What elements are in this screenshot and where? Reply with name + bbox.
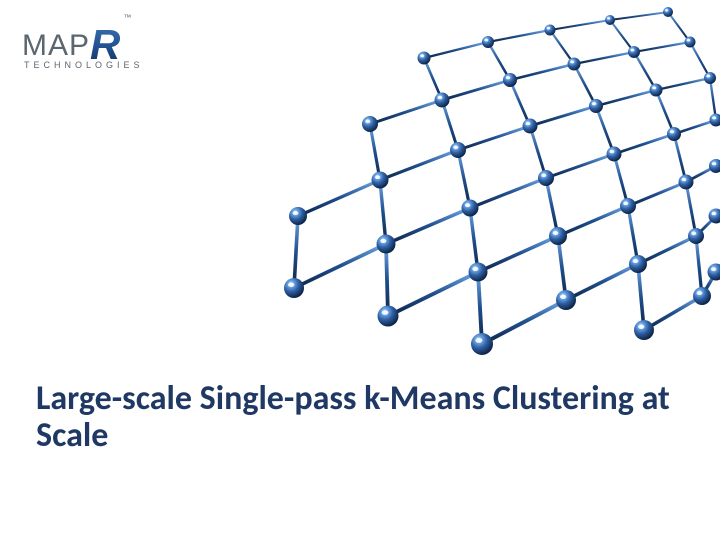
lattice-node bbox=[482, 36, 494, 48]
lattice-node bbox=[545, 25, 556, 36]
lattice-node bbox=[503, 73, 517, 87]
lattice-node bbox=[523, 119, 538, 134]
slide: MAPR™ TECHNOLOGIES Large-scale Single-pa… bbox=[0, 0, 720, 540]
lattice-node bbox=[708, 264, 720, 281]
logo-subtitle: TECHNOLOGIES bbox=[22, 60, 144, 70]
lattice-node bbox=[710, 114, 720, 127]
lattice-node bbox=[284, 278, 304, 298]
lattice-node bbox=[685, 37, 696, 48]
lattice-node bbox=[704, 72, 716, 84]
hex-lattice-graphic bbox=[180, 0, 720, 360]
lattice-node bbox=[650, 84, 663, 97]
lattice-node bbox=[556, 290, 576, 310]
lattice-node bbox=[589, 99, 603, 113]
lattice-node bbox=[289, 207, 307, 225]
lattice-node bbox=[469, 263, 488, 282]
lattice-node bbox=[435, 93, 450, 108]
logo-text-r: R bbox=[90, 24, 121, 66]
lattice-node bbox=[462, 200, 479, 217]
lattice-node bbox=[362, 116, 378, 132]
lattice-node bbox=[378, 306, 399, 327]
lattice-node bbox=[471, 333, 493, 355]
lattice-node bbox=[628, 46, 640, 58]
lattice-node bbox=[372, 172, 389, 189]
lattice-node bbox=[679, 175, 694, 190]
lattice-node bbox=[450, 142, 466, 158]
lattice-node bbox=[605, 15, 615, 25]
lattice-node bbox=[620, 198, 636, 214]
lattice-node bbox=[538, 170, 554, 186]
mapr-logo: MAPR™ TECHNOLOGIES bbox=[22, 20, 144, 70]
logo-wordmark: MAPR™ bbox=[22, 20, 144, 62]
slide-title: Large-scale Single-pass k-Means Clusteri… bbox=[36, 380, 684, 455]
logo-text-map: MAP bbox=[22, 29, 90, 62]
lattice-node bbox=[549, 227, 567, 245]
lattice-node bbox=[693, 287, 711, 305]
lattice-node bbox=[629, 255, 647, 273]
lattice-node bbox=[568, 58, 581, 71]
lattice-node bbox=[667, 127, 681, 141]
lattice-node bbox=[418, 52, 431, 65]
lattice-node bbox=[377, 235, 396, 254]
logo-tm: ™ bbox=[123, 13, 132, 22]
lattice-node bbox=[688, 228, 704, 244]
lattice-node bbox=[634, 320, 654, 340]
lattice-node bbox=[663, 7, 673, 17]
lattice-node bbox=[607, 147, 622, 162]
lattice-node bbox=[709, 159, 720, 173]
